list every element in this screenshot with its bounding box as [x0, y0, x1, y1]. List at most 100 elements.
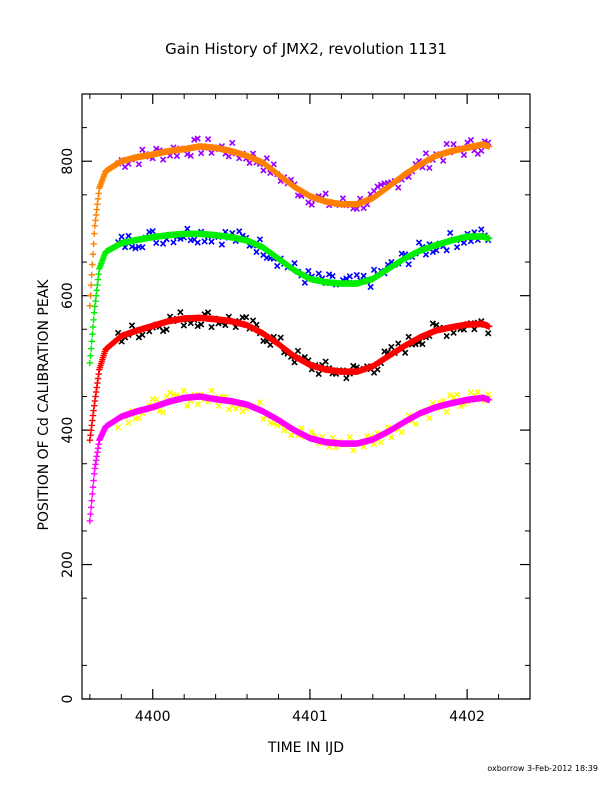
data-point: [114, 329, 122, 337]
data-point: [433, 247, 440, 254]
data-point: [346, 273, 354, 280]
data-point: [395, 184, 402, 191]
data-point: [446, 229, 454, 237]
data-point: [128, 243, 136, 250]
data-point: [204, 136, 212, 143]
data-point: [291, 260, 298, 267]
data-point: [315, 370, 322, 378]
data-point: [208, 323, 215, 331]
data-point: [159, 327, 167, 335]
data-point: [388, 258, 395, 266]
data-point: [170, 239, 177, 246]
data-point: [270, 420, 277, 427]
data-point: [125, 419, 132, 427]
data-point: [422, 251, 430, 258]
data-point: [412, 420, 419, 428]
data-point: [194, 322, 201, 330]
data-point: [236, 228, 243, 235]
data-point: [453, 244, 461, 251]
data-point: [249, 317, 257, 324]
data-point: [274, 262, 281, 270]
data-point: [308, 428, 315, 435]
data-point: [467, 389, 475, 396]
y-axis: 0 200 400 600 800: [60, 127, 530, 704]
data-point: [246, 159, 253, 167]
data-point: [325, 271, 333, 278]
data-point: [429, 248, 437, 256]
data-point: [384, 348, 392, 356]
data-point: [395, 340, 402, 347]
data-point: [415, 239, 423, 246]
data-point: [263, 155, 271, 162]
data-point: [135, 414, 143, 422]
data-point: [460, 239, 468, 247]
data-point: [191, 236, 198, 243]
data-point: [346, 433, 354, 441]
data-point: [260, 167, 267, 174]
data-point: [215, 402, 222, 409]
data-point: [350, 362, 357, 370]
y-tick-label: 0: [60, 695, 76, 704]
data-point: [225, 153, 232, 160]
data-point: [256, 399, 264, 406]
data-point: [419, 340, 426, 348]
y-tick-label: 200: [60, 551, 76, 578]
data-point: [308, 201, 315, 208]
data-point: [360, 272, 367, 279]
data-point: [315, 270, 322, 277]
data-point: [139, 146, 146, 153]
data-point: [305, 267, 312, 275]
data-point: [260, 251, 267, 259]
data-point: [353, 271, 360, 279]
data-point: [218, 241, 226, 248]
data-point: [467, 136, 475, 144]
x-axis: 4400 4401 4402: [89, 94, 531, 725]
y-tick-label: 400: [60, 417, 76, 444]
data-point: [388, 343, 395, 351]
y-tick-label: 800: [60, 148, 76, 175]
data-point: [173, 152, 181, 160]
data-point: [485, 330, 492, 337]
data-point: [184, 151, 191, 158]
data-point: [329, 272, 336, 280]
data-point: [443, 408, 450, 415]
data-point: [153, 145, 160, 153]
data-point: [398, 429, 405, 436]
data-point: [360, 443, 367, 450]
data-point: [405, 173, 412, 180]
data-point: [128, 322, 136, 329]
data-point: [322, 358, 329, 365]
data-point: [429, 400, 437, 407]
data-point: [474, 388, 481, 396]
data-point: [440, 157, 447, 164]
data-point: [384, 424, 392, 431]
data-point: [374, 183, 381, 190]
x-tick-label: 4401: [292, 709, 328, 725]
data-point: [460, 151, 468, 159]
data-point: [156, 407, 163, 414]
data-point: [270, 161, 277, 168]
x-tick-label: 4400: [135, 709, 171, 725]
data-point: [422, 150, 430, 157]
data-point: [163, 326, 170, 333]
data-point: [374, 366, 381, 373]
data-point: [256, 236, 264, 243]
data-point: [301, 279, 309, 286]
data-point: [118, 233, 125, 240]
data-point: [208, 238, 215, 245]
data-point: [377, 439, 385, 446]
data-point: [139, 244, 146, 251]
data-point: [177, 309, 184, 316]
data-point: [443, 247, 450, 254]
data-point: [450, 329, 457, 337]
chart-title: Gain History of JMX2, revolution 1131: [165, 40, 447, 58]
data-point: [426, 164, 433, 172]
data-point: [208, 387, 215, 394]
data-point: [305, 199, 312, 206]
data-point: [135, 161, 143, 168]
data-point: [153, 396, 160, 403]
data-point: [180, 322, 188, 329]
data-point: [201, 238, 208, 245]
data-point: [405, 261, 412, 268]
